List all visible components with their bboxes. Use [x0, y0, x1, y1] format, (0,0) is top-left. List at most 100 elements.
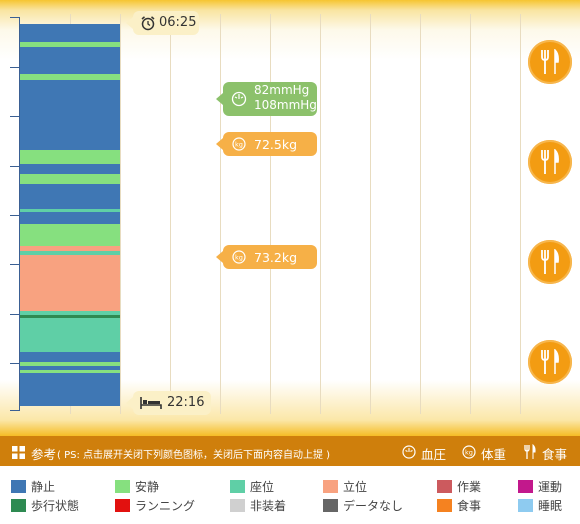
legend-label: ランニング	[135, 499, 196, 513]
legend-label: 非装着	[250, 499, 287, 513]
bp-legend-label: 血圧	[421, 447, 447, 462]
activity-segment-walking	[20, 315, 120, 318]
sleep-time-tag[interactable]: 22:16	[126, 391, 211, 415]
activity-segment-seated	[20, 209, 120, 212]
blood-pressure-icon	[231, 91, 247, 107]
activity-segment-calm	[20, 362, 120, 366]
legend-swatch	[323, 499, 338, 512]
sleep-time-label: 22:16	[167, 395, 205, 410]
legend-swatch	[11, 499, 26, 512]
legend-label: 睡眠	[538, 499, 563, 513]
activity-segment-calm	[20, 150, 120, 164]
legend-label: 座位	[250, 480, 275, 494]
activity-segment-rest	[20, 80, 120, 150]
legend-swatch	[518, 480, 533, 493]
legend-label: 作業	[457, 480, 482, 494]
legend-swatch	[323, 480, 338, 493]
gridline	[170, 14, 171, 414]
activity-segment-rest	[20, 164, 120, 174]
wake-time-label: 06:25	[159, 15, 197, 30]
svg-text:kg: kg	[235, 254, 243, 262]
meal-button[interactable]	[528, 40, 572, 84]
axis-tick	[10, 363, 19, 364]
activity-chart: 06:25 22:16 82mmHg 108mmHg kg 72.5kg kg	[0, 0, 580, 436]
legend-swatch	[437, 499, 452, 512]
activity-segment-rest	[20, 184, 120, 209]
meal-legend-label: 食事	[542, 447, 568, 462]
grid-icon	[12, 446, 25, 459]
activity-segment-standing	[20, 246, 120, 251]
alarm-clock-icon	[141, 16, 155, 31]
legend-swatch	[115, 480, 130, 493]
fork-knife-icon	[524, 444, 536, 459]
activity-segment-rest	[20, 373, 120, 406]
gridline	[370, 14, 371, 414]
legend-swatch	[230, 499, 245, 512]
blood-pressure-icon	[402, 445, 416, 459]
legend-label: 食事	[457, 499, 482, 513]
gridline	[270, 14, 271, 414]
meal-button[interactable]	[528, 140, 572, 184]
gridline	[120, 14, 121, 414]
activity-timeline-bar[interactable]	[20, 24, 120, 406]
weight-value: 72.5kg	[254, 137, 298, 152]
meal-button[interactable]	[528, 340, 572, 384]
kg-icon: kg	[232, 137, 246, 151]
axis-tick	[10, 166, 19, 167]
activity-segment-rest	[20, 212, 120, 224]
legend-title: 参考	[31, 447, 57, 462]
gridline	[220, 14, 221, 414]
legend-label: データなし	[343, 499, 404, 513]
wake-time-tag[interactable]: 06:25	[126, 11, 199, 35]
activity-segment-rest	[20, 47, 120, 74]
fork-knife-icon	[541, 249, 559, 274]
kg-icon: kg	[232, 250, 246, 264]
activity-segment-seated	[20, 311, 120, 315]
svg-text:kg: kg	[235, 141, 243, 149]
legend-swatch	[437, 480, 452, 493]
fork-knife-icon	[541, 49, 559, 74]
bp-systolic: 108mmHg	[254, 98, 317, 112]
legend-header[interactable]: 参考 ( PS: 点击展开关闭下列颜色图标，关闭后下面内容自动上提 ) 血圧 k…	[0, 436, 580, 466]
meal-button[interactable]	[528, 240, 572, 284]
activity-segment-rest	[20, 24, 120, 42]
legend-swatch	[230, 480, 245, 493]
legend-swatch	[115, 499, 130, 512]
legend-note: ( PS: 点击展开关闭下列颜色图标，关闭后下面内容自动上提 )	[57, 450, 331, 461]
activity-segment-calm	[20, 42, 120, 47]
activity-segment-seated	[20, 318, 120, 352]
legend-label: 運動	[538, 480, 563, 494]
activity-segment-calm	[20, 224, 120, 246]
activity-segment-seated	[20, 251, 120, 255]
gridline	[520, 14, 521, 414]
gridline	[320, 14, 321, 414]
legend-label: 歩行状態	[31, 499, 80, 513]
axis-tick	[10, 410, 19, 411]
activity-segment-calm	[20, 370, 120, 373]
activity-legend: 静止 安静 座位 立位 作業 運動 歩行状態 ランニング 非装着 データなし 食…	[0, 466, 580, 524]
axis-tick	[10, 116, 19, 117]
axis-tick	[10, 264, 19, 265]
legend-swatch	[518, 499, 533, 512]
legend-label: 立位	[343, 480, 368, 494]
legend-swatch	[11, 480, 26, 493]
axis-tick	[10, 17, 19, 18]
legend-label: 静止	[31, 480, 56, 494]
axis-tick	[10, 314, 19, 315]
weight-legend-label: 体重	[481, 447, 507, 462]
activity-segment-standing	[20, 255, 120, 311]
activity-segment-rest	[20, 352, 120, 362]
bp-diastolic: 82mmHg	[254, 83, 310, 97]
weight-tag[interactable]: kg 72.5kg	[216, 132, 317, 156]
weight-tag[interactable]: kg 73.2kg	[216, 245, 317, 269]
svg-text:kg: kg	[465, 449, 473, 457]
gridline	[470, 14, 471, 414]
fork-knife-icon	[541, 349, 559, 374]
gridline	[420, 14, 421, 414]
legend-label: 安静	[135, 480, 160, 494]
bed-icon	[140, 397, 162, 409]
blood-pressure-tag[interactable]: 82mmHg 108mmHg	[216, 82, 317, 116]
activity-segment-calm	[20, 74, 120, 80]
activity-segment-calm	[20, 174, 120, 184]
kg-icon: kg	[462, 445, 476, 459]
